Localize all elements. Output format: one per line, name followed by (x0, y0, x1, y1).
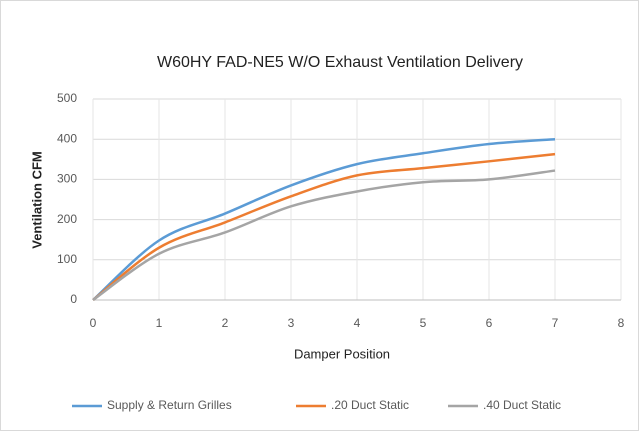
y-axis-title: Ventilation CFM (29, 151, 44, 249)
legend-label: Supply & Return Grilles (107, 398, 232, 412)
line-series (92, 169, 556, 302)
line-series (92, 152, 556, 301)
legend-label: .20 Duct Static (331, 398, 409, 412)
y-tick-label: 500 (57, 91, 77, 105)
y-tick-label: 400 (57, 131, 77, 145)
y-tick-label: 300 (57, 172, 77, 186)
x-tick-label: 8 (618, 316, 625, 330)
x-tick-label: 1 (156, 316, 163, 330)
x-tick-label: 0 (90, 316, 97, 330)
x-tick-label: 4 (354, 316, 361, 330)
line-series (92, 137, 556, 301)
x-tick-label: 5 (420, 316, 427, 330)
x-tick-label: 3 (288, 316, 295, 330)
x-tick-label: 2 (222, 316, 229, 330)
y-tick-label: 200 (57, 212, 77, 226)
x-tick-label: 7 (552, 316, 559, 330)
chart-title: W60HY FAD-NE5 W/O Exhaust Ventilation De… (157, 54, 523, 71)
y-tick-label: 0 (70, 292, 77, 306)
y-tick-label: 100 (57, 252, 77, 266)
x-tick-label: 6 (486, 316, 493, 330)
legend-label: .40 Duct Static (483, 398, 561, 412)
x-axis-title: Damper Position (294, 346, 390, 361)
